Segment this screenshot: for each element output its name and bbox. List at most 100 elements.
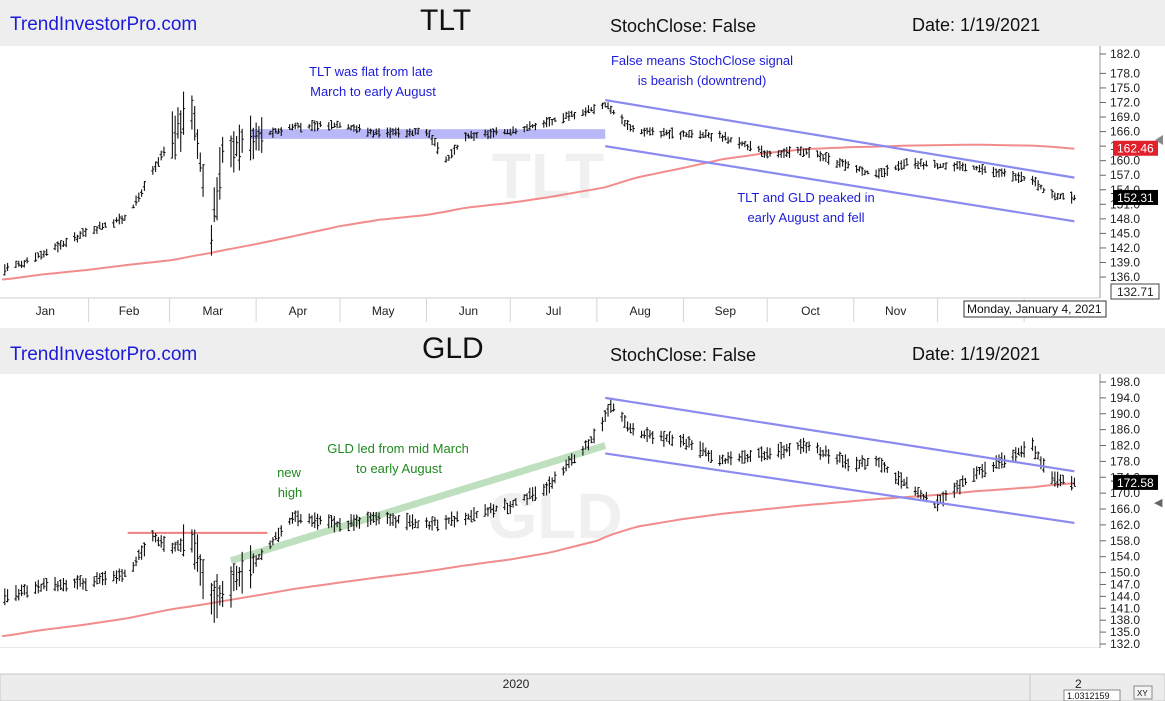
price-bar bbox=[718, 130, 722, 139]
price-bar bbox=[706, 132, 711, 138]
price-bar bbox=[290, 512, 295, 524]
price-bar bbox=[765, 150, 769, 159]
price-bar bbox=[296, 510, 300, 527]
price-bar bbox=[190, 95, 194, 130]
price-bar bbox=[201, 559, 205, 600]
price-bar bbox=[818, 447, 822, 460]
price-bar bbox=[994, 168, 998, 178]
price-bar bbox=[631, 423, 635, 436]
price-bar bbox=[779, 442, 783, 460]
price-bar bbox=[824, 445, 828, 457]
y-tick-label: 160.0 bbox=[1110, 154, 1140, 168]
price-bar bbox=[983, 166, 987, 173]
y-tick-label: 182.0 bbox=[1110, 47, 1140, 61]
price-bar bbox=[584, 107, 588, 117]
price-bar bbox=[997, 168, 1001, 178]
month-label: May bbox=[372, 304, 395, 318]
price-bar bbox=[92, 576, 96, 588]
gld-header: TrendInvestorPro.com GLD StochClose: Fal… bbox=[0, 328, 1165, 374]
gld-brand-link[interactable]: TrendInvestorPro.com bbox=[10, 344, 198, 365]
price-bar bbox=[642, 127, 646, 137]
collapse-arrow-icon[interactable]: ◀ bbox=[1154, 497, 1163, 509]
price-bar bbox=[681, 130, 686, 137]
price-bar bbox=[698, 441, 702, 459]
price-bar bbox=[963, 477, 968, 486]
price-bar bbox=[690, 129, 694, 139]
price-bar bbox=[42, 578, 46, 590]
price-bar bbox=[1061, 192, 1065, 200]
price-bar bbox=[801, 437, 806, 453]
tlt-chart: TLT 136.0139.0142.0145.0148.0151.0154.01… bbox=[0, 46, 1165, 324]
price-bar bbox=[195, 534, 200, 572]
price-bar bbox=[665, 434, 669, 442]
price-bar bbox=[371, 511, 376, 523]
price-bar bbox=[623, 119, 627, 127]
price-bar bbox=[1016, 447, 1021, 456]
price-bar bbox=[349, 514, 353, 528]
price-bar bbox=[600, 417, 605, 432]
price-bar bbox=[193, 529, 197, 570]
price-bar bbox=[39, 583, 43, 592]
tlt-axis-bottom-tag: 132.71 bbox=[1110, 283, 1160, 300]
price-bar bbox=[450, 511, 454, 526]
price-bar bbox=[56, 581, 60, 592]
price-bar bbox=[296, 122, 300, 129]
price-bar bbox=[701, 132, 705, 138]
price-bar bbox=[73, 578, 77, 588]
price-bar bbox=[424, 517, 429, 529]
price-bar bbox=[514, 498, 518, 506]
price-bar bbox=[628, 423, 632, 434]
price-bar bbox=[991, 166, 996, 178]
price-bar bbox=[1000, 168, 1004, 177]
price-bar bbox=[486, 507, 490, 517]
price-bar bbox=[469, 130, 473, 139]
price-bar bbox=[469, 509, 473, 523]
price-bar bbox=[170, 542, 174, 554]
price-bar bbox=[726, 136, 730, 144]
price-bar bbox=[919, 489, 923, 501]
price-bar bbox=[318, 121, 322, 128]
price-bar bbox=[542, 120, 546, 128]
price-bar bbox=[134, 556, 138, 567]
price-bar bbox=[1016, 172, 1021, 184]
price-bar bbox=[388, 513, 392, 526]
moving-average-line bbox=[1, 143, 1075, 281]
price-bar bbox=[494, 127, 498, 136]
price-bar bbox=[114, 570, 119, 584]
price-bar bbox=[257, 126, 261, 151]
price-bar bbox=[821, 154, 825, 162]
price-bar bbox=[260, 549, 264, 561]
price-bar bbox=[684, 132, 688, 138]
price-bar bbox=[251, 127, 255, 160]
price-bar bbox=[42, 250, 46, 258]
tlt-brand-link[interactable]: TrendInvestorPro.com bbox=[10, 14, 198, 35]
price-bar bbox=[357, 517, 362, 529]
price-bar bbox=[237, 124, 241, 171]
price-bar bbox=[374, 512, 378, 526]
price-bar bbox=[201, 164, 205, 197]
price-bar bbox=[801, 148, 806, 157]
price-bar bbox=[327, 122, 331, 131]
y-tick-label: 178.0 bbox=[1110, 454, 1140, 468]
price-bar bbox=[547, 476, 551, 494]
price-bar bbox=[120, 568, 124, 583]
price-bar bbox=[176, 540, 180, 551]
scale-toggle-button[interactable] bbox=[1133, 685, 1153, 700]
y-tick-label: 178.0 bbox=[1110, 66, 1140, 80]
tlt-note-false-1: False means StochClose signal bbox=[611, 53, 793, 68]
y-tick-label: 154.0 bbox=[1110, 550, 1140, 564]
price-bar bbox=[1053, 192, 1057, 201]
price-bar bbox=[1039, 184, 1043, 190]
price-bar bbox=[846, 161, 850, 169]
y-tick-label: 148.0 bbox=[1110, 212, 1140, 226]
date-tooltip: Monday, January 4, 2021 bbox=[963, 300, 1107, 318]
tlt-collapse-arrow[interactable] bbox=[1153, 134, 1165, 146]
price-bar bbox=[975, 466, 979, 480]
price-bar bbox=[882, 461, 887, 473]
price-bar bbox=[355, 125, 359, 134]
y-tick-label: 141.0 bbox=[1110, 601, 1140, 615]
y-tick-label: 186.0 bbox=[1110, 423, 1140, 437]
price-bar bbox=[455, 144, 459, 150]
y-tick-label: 132.0 bbox=[1110, 637, 1140, 651]
